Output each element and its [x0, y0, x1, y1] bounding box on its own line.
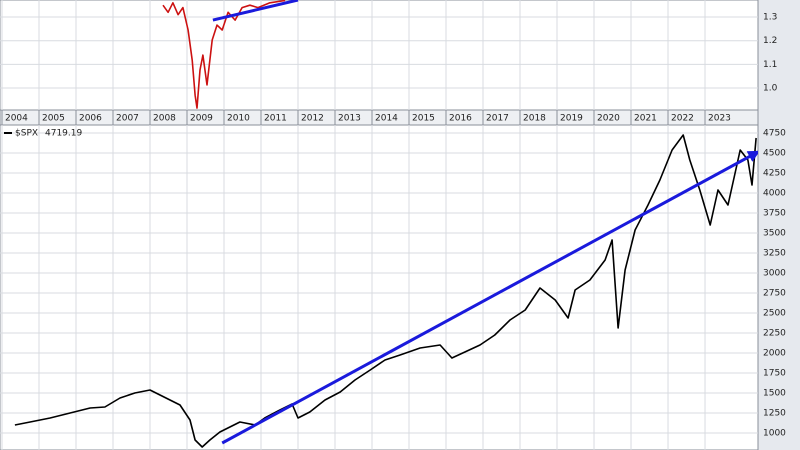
x-tick-label: 2005 — [42, 114, 65, 124]
y-tick-label: 2750 — [763, 289, 786, 299]
labels: 2004 2005 2006 2007 2008 2009 2010 2011 2012 2013… — [4, 13, 786, 439]
grid — [0, 0, 758, 450]
y-tick-label: 2250 — [763, 329, 786, 339]
x-tick-label: 2023 — [708, 114, 731, 124]
y-tick-label: 1250 — [763, 409, 786, 419]
x-tick-label: 2017 — [486, 114, 509, 124]
lines — [14, 0, 758, 448]
y-tick-label: 4250 — [763, 169, 786, 179]
x-tick-label: 2009 — [190, 114, 213, 124]
x-tick-label: 2022 — [671, 114, 694, 124]
y-tick-label: 3750 — [763, 209, 786, 219]
series-line — [221, 150, 758, 445]
x-tick-label: 2007 — [116, 114, 139, 124]
x-tick-label: 2019 — [560, 114, 583, 124]
x-tick-label: 2016 — [449, 114, 472, 124]
y-tick-label: 3250 — [763, 249, 786, 259]
x-tick-label: 2013 — [338, 114, 361, 124]
y-tick-label: 1.3 — [763, 13, 777, 23]
y-tick-label: 3000 — [763, 269, 786, 279]
legend-value: 4719.19 — [45, 129, 82, 139]
x-tick-label: 2004 — [5, 114, 28, 124]
y-tick-label: 3500 — [763, 229, 786, 239]
series-line — [162, 0, 286, 109]
x-tick-label: 2014 — [375, 114, 398, 124]
y-tick-label: 4000 — [763, 189, 786, 199]
y-tick-label: 2000 — [763, 349, 786, 359]
x-tick-label: 2008 — [153, 114, 176, 124]
y-tick-label: 4750 — [763, 129, 786, 139]
y-tick-label: 1.2 — [763, 36, 777, 46]
series-line — [14, 134, 757, 448]
series-line — [212, 0, 299, 22]
y-tick-label: 1.1 — [763, 60, 777, 70]
x-tick-label: 2018 — [523, 114, 546, 124]
y-tick-label: 1.0 — [763, 84, 778, 94]
x-tick-label: 2015 — [412, 114, 435, 124]
x-tick-label: 2011 — [264, 114, 287, 124]
y-tick-label: 4500 — [763, 149, 786, 159]
x-tick-label: 2006 — [79, 114, 102, 124]
x-tick-label: 2020 — [597, 114, 620, 124]
legend-name: $SPX — [15, 129, 38, 139]
top-panel — [0, 0, 759, 111]
y-tick-label: 1750 — [763, 369, 786, 379]
y-tick-label: 2500 — [763, 309, 786, 319]
x-tick-label: 2010 — [227, 114, 250, 124]
x-tick-label: 2012 — [301, 114, 324, 124]
y-tick-label: 1500 — [763, 389, 786, 399]
x-tick-label: 2021 — [634, 114, 657, 124]
y-tick-label: 1000 — [763, 429, 786, 439]
